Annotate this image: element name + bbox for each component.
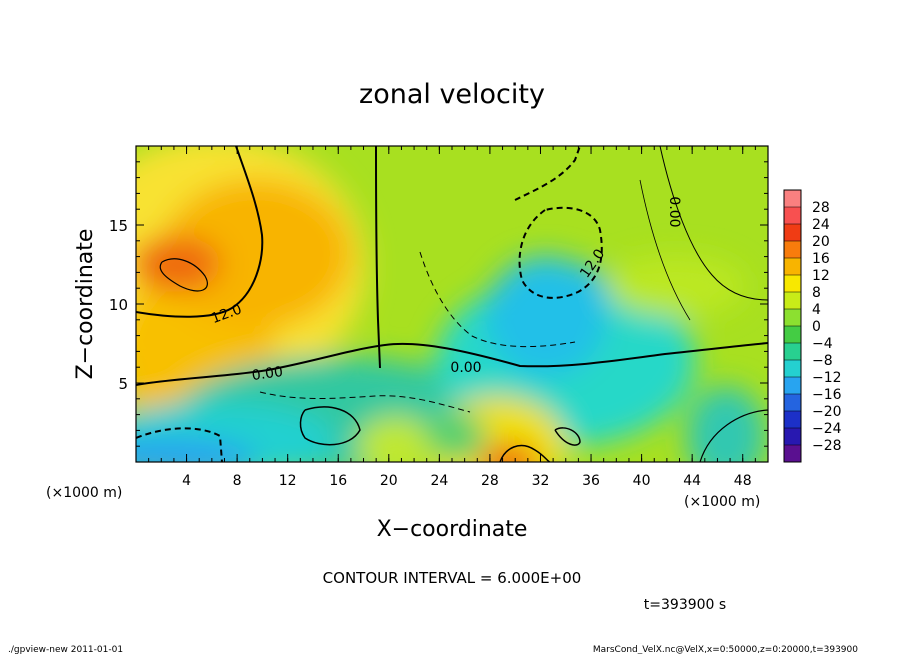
x-tick-label: 20	[380, 473, 398, 489]
contour-lines	[136, 146, 768, 462]
contour-bottom-right	[699, 409, 768, 462]
colorbar-segment	[784, 445, 801, 463]
y-ticks: 5 10 15	[109, 145, 768, 463]
x-tick-label: 24	[430, 473, 448, 489]
contour-pos12-core	[159, 258, 208, 292]
colorbar-segment	[784, 258, 801, 276]
colorbar-label: −28	[812, 438, 842, 454]
colorbar-label: −12	[812, 370, 842, 386]
contour-thin-1	[419, 251, 576, 348]
x-tick-label: 40	[633, 473, 651, 489]
colorbar-segment	[784, 309, 801, 327]
footer-right: MarsCond_VelX.nc@VelX,x=0:50000,z=0:2000…	[593, 645, 858, 654]
colorbar-label: −4	[812, 336, 833, 352]
field-blob	[161, 179, 351, 329]
colorbar-segment	[784, 207, 801, 225]
contour-bottom-left	[136, 427, 223, 462]
field-blob	[426, 411, 486, 461]
y-axis-label: Z−coordinate	[73, 229, 98, 380]
x-tick-label: 16	[329, 473, 347, 489]
contour-thin-4	[554, 427, 581, 446]
contour-thin-3	[299, 406, 361, 446]
colorbar-segment	[784, 411, 801, 429]
contour-zero-left	[136, 146, 264, 318]
colorbar-label: 0	[812, 319, 821, 335]
x-tick-label: 36	[582, 473, 600, 489]
colorbar-segment	[784, 377, 801, 395]
contour-zero-right	[659, 146, 768, 301]
x-tick-label: 4	[182, 473, 191, 489]
x-ticks: 4 8 12 16 20 24 28 32 36 40 44 48	[135, 146, 769, 489]
contour-label: 0.00	[450, 360, 481, 376]
contour-bottom-mid	[499, 444, 551, 462]
colorbar-segment	[784, 292, 801, 310]
field-blob	[606, 256, 746, 316]
colorbar-segment	[784, 394, 801, 412]
field-blob	[479, 444, 539, 462]
colorbar-label: −20	[812, 404, 842, 420]
field-blob	[136, 401, 336, 462]
field-blob	[136, 236, 221, 292]
y-tick-label: 10	[109, 296, 128, 314]
field-blob	[136, 438, 256, 462]
field-blob	[686, 386, 766, 462]
x-tick-label: 12	[279, 473, 297, 489]
y-tick-label: 5	[118, 375, 128, 393]
colorbar-label: 20	[812, 234, 830, 250]
contour-zero-middle	[136, 342, 768, 386]
colorbar-segment	[784, 326, 801, 344]
x-tick-label: 48	[734, 473, 752, 489]
contour-label: 0.00	[251, 364, 284, 384]
contour-thin-5	[639, 179, 691, 321]
colorbar-segment	[784, 275, 801, 293]
contour-neg12-top	[514, 146, 581, 201]
contour-neg12-right	[518, 206, 603, 299]
x-axis-label: X−coordinate	[377, 517, 528, 542]
colorbar-segment	[784, 241, 801, 259]
colorbar-segment	[784, 428, 801, 446]
x-tick-label: 8	[233, 473, 242, 489]
colorbar-label: 28	[812, 200, 830, 216]
colorbar-label: 12	[812, 268, 830, 284]
colorbar-label: −24	[812, 421, 842, 437]
chart-title: zonal velocity	[359, 79, 545, 110]
footer-left: ./gpview-new 2011-01-01	[8, 645, 123, 654]
x-unit-label: (×1000 m)	[684, 494, 760, 510]
x-tick-label: 44	[683, 473, 701, 489]
contour-zero-vertical	[375, 146, 381, 369]
field-blob	[356, 416, 436, 462]
colorbar-label: −16	[812, 387, 842, 403]
colorbar-segment	[784, 190, 801, 208]
time-text: t=393900 s	[644, 597, 726, 613]
field-blob	[501, 261, 611, 321]
colorbar-segment	[784, 343, 801, 361]
x-tick-label: 32	[532, 473, 550, 489]
colorbar-label: −8	[812, 353, 833, 369]
colorbar-label: 4	[812, 302, 821, 318]
y-tick-label: 15	[109, 217, 128, 235]
contour-label: 0.00	[666, 196, 682, 227]
colorbar-label: 24	[812, 217, 830, 233]
colorbar-segment	[784, 224, 801, 242]
contour-interval-text: CONTOUR INTERVAL = 6.000E+00	[323, 569, 582, 587]
y-unit-label: (×1000 m)	[46, 485, 122, 501]
x-tick-label: 28	[481, 473, 499, 489]
contour-thin-2	[259, 391, 471, 413]
colorbar-segment	[784, 360, 801, 378]
colorbar-label: 8	[812, 285, 821, 301]
colorbar-label: 16	[812, 251, 830, 267]
